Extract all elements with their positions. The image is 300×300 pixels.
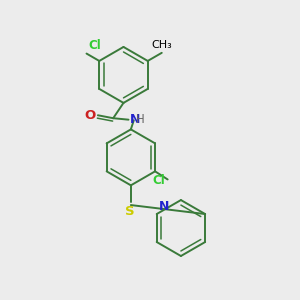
Text: N: N xyxy=(159,200,169,213)
Text: Cl: Cl xyxy=(88,39,101,52)
Text: CH₃: CH₃ xyxy=(152,40,172,50)
Text: S: S xyxy=(125,205,135,218)
Text: N: N xyxy=(130,112,140,126)
Text: H: H xyxy=(136,112,145,126)
Text: O: O xyxy=(84,109,95,122)
Text: Cl: Cl xyxy=(152,173,165,187)
